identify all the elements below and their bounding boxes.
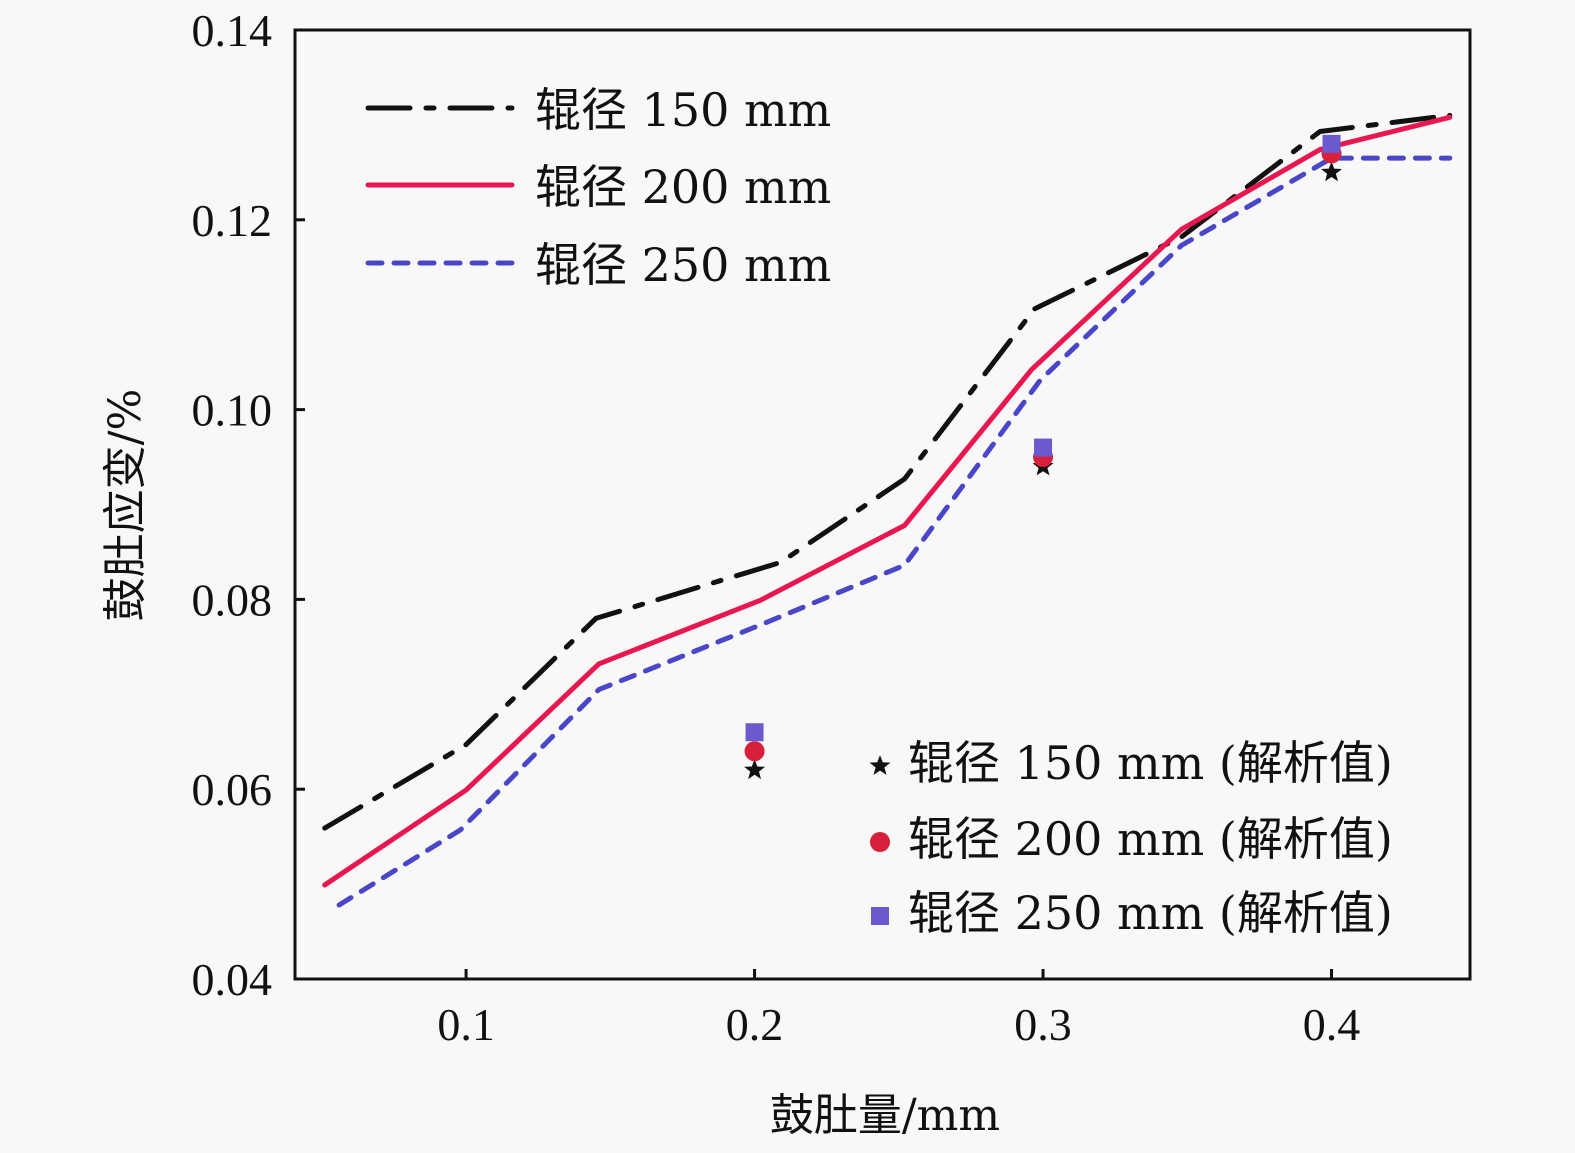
plot-frame: [293, 28, 1472, 981]
series-line-1: [322, 112, 1453, 831]
scatter-series: [744, 134, 1342, 780]
legend-label: 辊径 200 mm: [535, 160, 831, 214]
legend-swatch-marker: [869, 755, 891, 775]
scatter-point-square: [1322, 134, 1341, 153]
y-tick-label: 0.08: [192, 574, 273, 625]
legend-lines: 辊径 150 mm 辊径 200 mm 辊径 250 mm: [365, 83, 831, 292]
y-tick-label: 0.06: [192, 764, 273, 815]
x-tick-label: 0.1: [437, 999, 495, 1050]
scatter-point-square: [1034, 438, 1053, 457]
y-tick-label: 0.14: [192, 5, 273, 56]
legend-points: 辊径 150 mm (解析值) 辊径 200 mm (解析值) 辊径 250 mm …: [869, 736, 1393, 940]
x-tick-label: 0.2: [726, 999, 784, 1050]
legend-label: 辊径 150 mm (解析值): [908, 736, 1393, 790]
legend-label: 辊径 250 mm: [535, 238, 831, 292]
x-tick-label: 0.4: [1303, 999, 1361, 1050]
y-tick-label: 0.10: [192, 385, 273, 436]
line-series: [322, 112, 1453, 908]
legend-swatch-marker: [871, 907, 889, 925]
x-axis: 0.1 0.2 0.3 0.4: [437, 969, 1360, 1050]
legend-swatch-marker: [870, 832, 890, 852]
x-axis-title: 鼓肚量/mm: [770, 1090, 1000, 1141]
scatter-point-square: [745, 723, 764, 742]
scatter-point-circle: [744, 741, 765, 762]
series-line-3: [336, 155, 1453, 908]
y-tick-label: 0.12: [192, 195, 273, 246]
y-axis: 0.04 0.06 0.08 0.10 0.12 0.14: [192, 5, 305, 1005]
scatter-point-star: [744, 759, 765, 780]
series-line-2: [322, 114, 1453, 888]
legend-label: 辊径 200 mm (解析值): [908, 812, 1393, 866]
scatter-point-star: [1321, 161, 1342, 182]
legend-label: 辊径 250 mm (解析值): [908, 886, 1393, 940]
legend-label: 辊径 150 mm: [535, 83, 831, 137]
y-tick-label: 0.04: [192, 954, 273, 1005]
y-axis-title: 鼓肚应变/%: [100, 389, 151, 622]
x-tick-label: 0.3: [1014, 999, 1072, 1050]
